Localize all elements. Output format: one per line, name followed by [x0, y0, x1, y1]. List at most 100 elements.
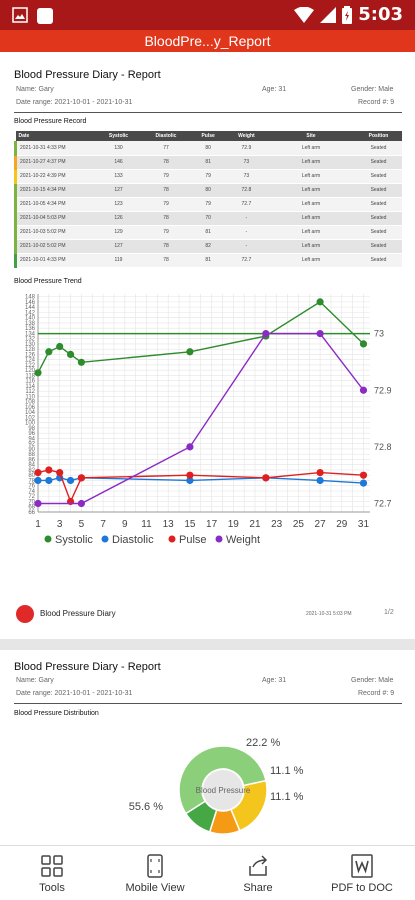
patient-name: Name: Gary [16, 677, 54, 684]
pie-slice-label: 11.1 % [270, 791, 304, 803]
y2-tick-label: 72.7 [374, 499, 392, 509]
table-cell-date: 2021-10-15 4:34 PM [14, 183, 96, 198]
table-cell-site: Left arm [266, 239, 355, 254]
mobile-view-button[interactable]: Mobile View [105, 854, 205, 894]
y-tick-label: 102 [25, 415, 36, 421]
table-cell-pos: Seated [354, 155, 402, 170]
pie-slice-label: 55.6 % [129, 801, 163, 813]
table-cell-pulse: 79 [190, 169, 226, 184]
table-header-row: Date Systolic Diastolic Pulse Weight Sit… [15, 131, 402, 141]
y-tick-label: 134 [25, 331, 36, 337]
footer-app-name: Blood Pressure Diary [40, 609, 116, 618]
table-cell-weight: 73 [225, 169, 267, 184]
x-tick-label: 17 [206, 519, 218, 530]
col-systolic: Systolic [95, 131, 142, 141]
date-range: Date range: 2021-10-01 - 2021-10-31 [16, 690, 133, 697]
legend-label: Pulse [179, 534, 207, 546]
table-cell-weight: 72.9 [225, 141, 267, 156]
col-position: Position [354, 131, 402, 141]
y-tick-label: 108 [25, 400, 36, 406]
data-point-pulse [34, 469, 42, 477]
table-cell-dia: 79 [141, 169, 191, 184]
table-cell-pos: Seated [354, 253, 402, 268]
x-tick-label: 25 [293, 519, 305, 530]
document-title-bar[interactable]: BloodPre...y_Report [0, 30, 415, 52]
legend-marker [101, 535, 109, 543]
table-cell-pulse: 81 [190, 225, 226, 240]
table-cell-dia: 78 [141, 239, 191, 254]
mobile-view-label: Mobile View [125, 882, 185, 894]
y-tick-label: 128 [25, 347, 36, 353]
trend-chart: 1481461441421401381361341321301281261241… [25, 294, 392, 546]
tools-label: Tools [39, 882, 65, 894]
data-point-diastolic [359, 479, 368, 487]
y-tick-label: 146 [25, 300, 36, 306]
table-cell-sys: 126 [95, 211, 142, 226]
x-tick-label: 19 [228, 519, 240, 530]
data-point-systolic [34, 369, 42, 377]
bottom-toolbar: Tools Mobile View Share PDF to DOC [0, 845, 415, 900]
status-bar: 5:03 [0, 0, 415, 30]
y-tick-label: 148 [25, 295, 36, 301]
data-point-pulse [262, 474, 270, 482]
data-point-weight [316, 330, 324, 338]
signal-icon [320, 6, 337, 23]
mobile-view-icon [147, 854, 163, 878]
legend-label: Weight [226, 534, 260, 546]
tools-button[interactable]: Tools [2, 854, 102, 894]
x-tick-label: 13 [163, 519, 175, 530]
data-point-weight [359, 386, 368, 394]
table-cell-pos: Seated [354, 239, 402, 254]
y-tick-label: 142 [25, 310, 36, 316]
share-button[interactable]: Share [208, 854, 308, 894]
table-cell-sys: 127 [95, 239, 142, 254]
y-tick-label: 104 [25, 410, 36, 416]
distribution-section-title: Blood Pressure Distribution [14, 710, 99, 717]
table-cell-weight: 72.8 [225, 183, 267, 198]
data-point-pulse [45, 466, 53, 474]
data-point-diastolic [45, 476, 53, 485]
table-cell-dia: 79 [141, 225, 191, 240]
table-cell-weight: - [225, 239, 267, 254]
y-tick-label: 72 [28, 494, 35, 500]
data-point-pulse [77, 474, 85, 482]
table-cell-dia: 78 [141, 155, 191, 170]
x-tick-label: 5 [79, 519, 85, 530]
y-tick-label: 96 [28, 431, 35, 437]
record-count: Record #: 9 [358, 690, 395, 697]
col-diastolic: Diastolic [141, 131, 191, 141]
y-tick-label: 68 [28, 505, 35, 511]
table-cell-dia: 77 [141, 141, 191, 156]
patient-age: Age: 31 [262, 86, 287, 93]
table-cell-date: 2021-10-31 4:33 PM [14, 141, 96, 156]
y-tick-label: 74 [28, 489, 35, 495]
table-row: 2021-10-04 5:03 PM 126 78 70- Left arm Seated [14, 211, 402, 226]
y-tick-label: 80 [28, 473, 35, 479]
y-tick-label: 126 [25, 352, 36, 358]
x-tick-label: 1 [35, 519, 41, 530]
table-cell-site: Left arm [266, 141, 355, 156]
x-tick-label: 21 [249, 519, 261, 530]
legend-label: Systolic [55, 534, 93, 546]
table-cell-date: 2021-10-22 4:39 PM [14, 169, 96, 184]
report-title: Blood Pressure Diary - Report [14, 661, 161, 673]
table-cell-site: Left arm [266, 169, 355, 184]
table-cell-dia: 78 [141, 183, 191, 198]
report-title: Blood Pressure Diary - Report [14, 69, 161, 81]
y-tick-label: 112 [25, 389, 35, 395]
table-cell-pulse: 81 [190, 155, 226, 170]
y-tick-label: 140 [25, 316, 36, 322]
record-count: Record #: 9 [358, 99, 395, 106]
x-tick-label: 9 [122, 519, 128, 530]
y-tick-label: 90 [28, 447, 35, 453]
y-tick-label: 92 [28, 442, 35, 448]
table-row: 2021-10-15 4:34 PM 127 78 80 72.8 Left arm Sea… [14, 183, 402, 198]
data-point-systolic [66, 350, 75, 359]
pie-center-label: Blood Pressure [196, 786, 251, 795]
table-row: 2021-10-02 5:02 PM 127 78 82- Left arm Seated [14, 239, 402, 254]
y-tick-label: 98 [28, 426, 35, 432]
table-cell-pulse: 80 [190, 141, 226, 156]
pdf-to-doc-button[interactable]: PDF to DOC [312, 854, 412, 894]
table-cell-dia: 78 [141, 211, 191, 226]
pie-slice-label: 11.1 % [270, 765, 304, 777]
